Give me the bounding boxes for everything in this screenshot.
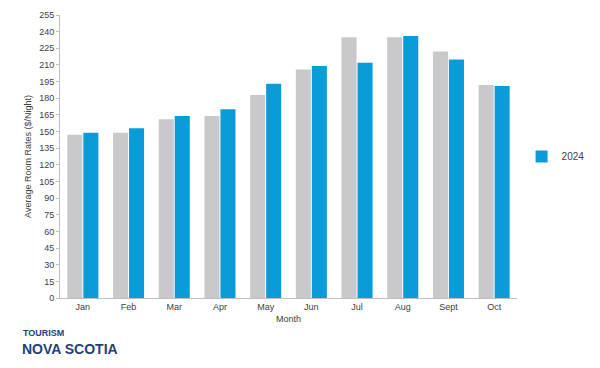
svg-text:210: 210 <box>39 60 54 70</box>
svg-text:255: 255 <box>39 10 54 20</box>
svg-text:NOVA SCOTIA: NOVA SCOTIA <box>22 341 118 357</box>
svg-text:120: 120 <box>39 160 54 170</box>
svg-text:195: 195 <box>39 77 54 87</box>
svg-text:Jan: Jan <box>76 302 91 312</box>
svg-text:105: 105 <box>39 177 54 187</box>
svg-text:Aug: Aug <box>395 302 411 312</box>
svg-text:240: 240 <box>39 27 54 37</box>
svg-text:May: May <box>257 302 275 312</box>
svg-text:2024: 2024 <box>562 151 585 162</box>
svg-text:75: 75 <box>44 210 54 220</box>
svg-text:Mar: Mar <box>167 302 183 312</box>
svg-text:30: 30 <box>44 260 54 270</box>
svg-text:90: 90 <box>44 193 54 203</box>
svg-text:180: 180 <box>39 93 54 103</box>
svg-text:TOURISM: TOURISM <box>23 328 64 338</box>
svg-text:Sept: Sept <box>439 302 458 312</box>
svg-text:Feb: Feb <box>121 302 137 312</box>
svg-text:135: 135 <box>39 143 54 153</box>
svg-text:Jul: Jul <box>351 302 363 312</box>
svg-text:Oct: Oct <box>487 302 502 312</box>
svg-text:60: 60 <box>44 227 54 237</box>
svg-text:150: 150 <box>39 127 54 137</box>
svg-text:Jun: Jun <box>304 302 319 312</box>
svg-text:Average Room Rates ($/Night): Average Room Rates ($/Night) <box>23 95 33 218</box>
svg-text:15: 15 <box>44 277 54 287</box>
svg-text:Month: Month <box>276 314 301 324</box>
svg-text:225: 225 <box>39 43 54 53</box>
svg-text:Apr: Apr <box>213 302 227 312</box>
svg-text:165: 165 <box>39 110 54 120</box>
svg-text:0: 0 <box>49 293 54 303</box>
svg-text:45: 45 <box>44 243 54 253</box>
